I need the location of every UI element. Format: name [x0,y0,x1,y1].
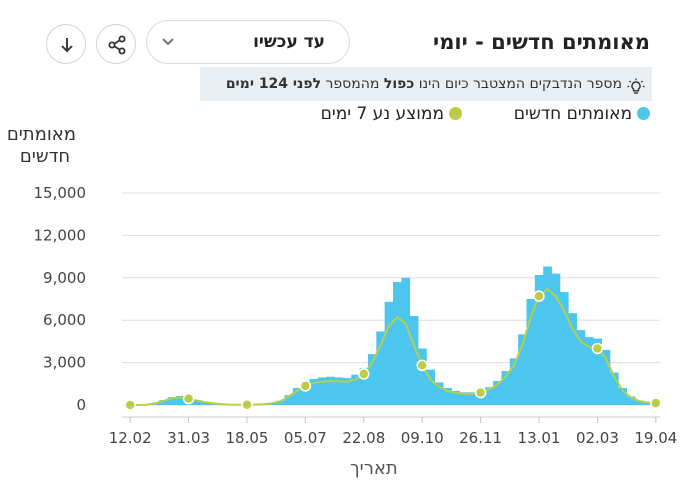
avg-marker[interactable] [591,342,604,355]
bar [559,291,569,405]
bar [634,400,644,405]
bar [518,334,527,405]
tip-text-before: מספר הנדבקים המצטבר כיום הינו [414,76,622,92]
bar [443,388,452,405]
bar [409,315,419,405]
bar [568,313,577,405]
bar [159,400,169,405]
avg-marker[interactable] [182,392,195,405]
share-button[interactable] [96,24,136,64]
y-tick-label: 3,000 [43,354,86,372]
bar [468,392,477,405]
bar [643,402,653,405]
x-tick-label: 26.11 [459,429,502,447]
bar [618,388,628,405]
avg-marker[interactable] [299,380,312,392]
avg-marker[interactable] [416,359,428,372]
bar [609,372,619,405]
bar [493,380,502,405]
legend-item-avg[interactable]: ממוצע נע 7 ימים [321,104,462,124]
legend-label-daily: מאומתים חדשים [513,104,632,124]
bar [359,368,369,405]
bar [534,274,544,405]
page-title: מאומתים חדשים - יומי [433,30,650,54]
tip-text-middle: מהמספר [321,76,384,92]
x-tick-label: 05.07 [284,429,327,447]
y-tick-label: 6,000 [43,311,86,329]
bar [326,376,335,405]
bar [584,337,594,405]
x-tick-label: 12.02 [109,429,152,447]
bar [501,371,511,405]
bar [484,387,494,405]
download-button[interactable] [46,24,86,64]
bar [292,388,302,405]
avg-marker[interactable] [241,398,253,411]
bar [201,401,210,405]
bar [451,390,461,405]
period-select-value: עד עכשיו [253,32,325,52]
bar [376,331,386,405]
legend-dot-daily [637,107,650,120]
x-tick-label: 31.03 [167,429,210,447]
bar [576,330,586,405]
tip-bold-tail: לפני 124 ימים [225,76,322,92]
legend-dot-avg [449,107,462,120]
bar [593,338,602,405]
period-select[interactable]: עד עכשיו [146,20,350,64]
bar [317,377,327,405]
bar [276,400,285,405]
bar [167,397,177,405]
bar [509,358,519,405]
cumulative-tip: מספר הנדבקים המצטבר כיום הינו כפול מהמספ… [200,67,652,101]
x-tick-label: 19.04 [634,429,677,447]
x-tick-label: 13.01 [518,429,561,447]
x-tick-label: 18.05 [226,429,269,447]
tip-bold-word: כפול [383,76,415,92]
bar [626,396,636,405]
x-tick-label: 22.08 [342,429,385,447]
bar [426,369,436,405]
lightbulb-icon [627,75,645,109]
avg-marker[interactable] [533,290,545,302]
y-axis-label: מאומתים חדשים [6,124,76,167]
bar [543,266,552,405]
y-tick-label: 9,000 [43,269,86,287]
download-icon [61,38,73,53]
bar [384,301,394,405]
y-tick-label: 15,000 [34,184,87,202]
bar [551,273,561,405]
avg-marker[interactable] [358,368,370,380]
bar [284,395,294,405]
bar [601,349,611,405]
bar [301,382,310,405]
y-tick-label: 0 [76,396,86,414]
bar [401,277,411,405]
bar [192,399,202,405]
legend-label-avg: ממוצע נע 7 ימים [320,104,444,124]
bar [367,354,377,405]
x-tick-label: 09.10 [401,429,444,447]
bar [176,395,185,405]
avg-series-line [130,287,656,406]
y-tick-label: 12,000 [34,226,87,244]
bar [418,348,427,405]
bar [526,299,536,405]
share-icon [108,35,126,55]
legend-item-daily[interactable]: מאומתים חדשים [514,104,650,124]
bar [342,378,352,405]
bar [459,392,469,405]
chevron-down-icon [161,33,175,52]
bar [434,382,444,405]
avg-marker[interactable] [650,397,662,409]
bar [351,374,361,405]
bar [393,282,402,405]
bar [309,378,319,405]
avg-marker[interactable] [124,399,136,411]
x-axis-label: תאריך [350,458,398,479]
x-tick-label: 02.03 [576,429,619,447]
bar [334,377,344,405]
avg-marker[interactable] [474,386,487,399]
